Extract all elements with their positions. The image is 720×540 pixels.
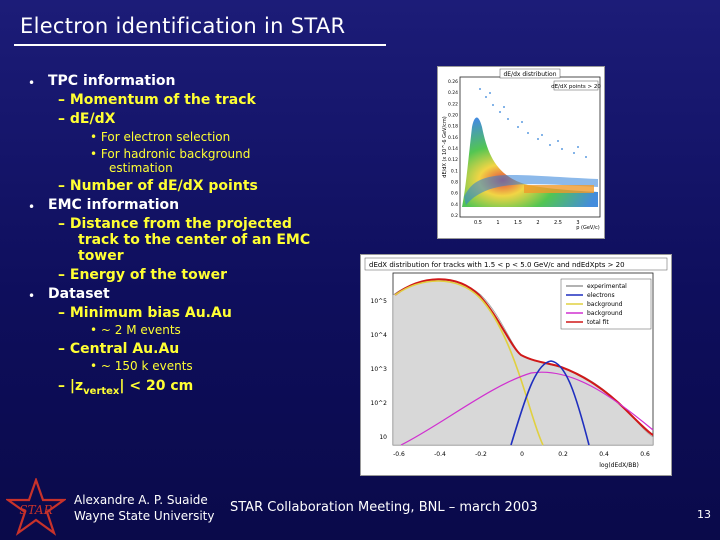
fig1-xtick-label: 1 — [496, 220, 499, 226]
fig1-ytick-label: 0.4 — [451, 202, 458, 208]
dataset-central: – Central Au.Au — [58, 341, 180, 357]
fig1-xtick-label: 0.5 — [474, 220, 482, 226]
star-logo: STAR — [4, 476, 68, 536]
fig2-xtick-label: 0.4 — [599, 451, 609, 458]
bullet-tpc: TPC information — [48, 73, 176, 89]
fig2-title: dEdX distribution for tracks with 1.5 < … — [369, 261, 625, 269]
legend-label: background — [587, 301, 623, 308]
bullet-dataset: Dataset — [48, 286, 110, 302]
emc-distance: – Distance from the projected — [58, 216, 292, 232]
fig1-xtick-label: 2 — [536, 220, 539, 226]
bullet-dot-icon: • — [28, 200, 36, 214]
fig1-xtick-label: 3 — [576, 220, 579, 226]
fig2-xtick-label: -0.2 — [475, 451, 487, 458]
fig1-stats-box — [553, 80, 599, 91]
legend-label: electrons — [587, 292, 615, 299]
fig1-ytick-label: 0.24 — [448, 90, 458, 96]
footer-author-block: Alexandre A. P. Suaide Wayne State Unive… — [74, 492, 214, 524]
bullet-dot-icon: • — [28, 289, 36, 303]
fig1-ytick-label: 0.2 — [451, 213, 458, 219]
fig2-xlabel: log(dEdX/BB) — [599, 462, 639, 469]
dataset-minbias: – Minimum bias Au.Au — [58, 305, 232, 321]
dataset-central-events: • ~ 150 k events — [90, 359, 193, 373]
page-number: 13 — [697, 508, 711, 521]
zvertex-suffix: | < 20 cm — [119, 378, 194, 394]
fig2-xtick-label: 0 — [520, 451, 524, 458]
electrons-curve — [510, 360, 590, 446]
tpc-npoints: – Number of dE/dX points — [58, 178, 258, 194]
footer-university: Wayne State University — [74, 509, 215, 523]
bullet-dot-icon: • — [28, 76, 36, 90]
dedx-fit-figure: dEdX distribution for tracks with 1.5 < … — [360, 254, 672, 476]
fig1-ytick-label: 0.16 — [448, 135, 458, 141]
fig2-yticks: 10^5 10^4 10^3 10^2 10 — [371, 298, 388, 441]
fig1-ytick-label: 0.8 — [451, 180, 458, 186]
tpc-hadronic-bg-cont: estimation — [109, 161, 173, 175]
tpc-momentum: – Momentum of the track — [58, 92, 256, 108]
dedx-fit-plot: dEdX distribution for tracks with 1.5 < … — [361, 255, 671, 475]
fig1-ytick-label: 0.6 — [451, 191, 458, 197]
tpc-hadronic-bg: • For hadronic background — [90, 147, 251, 161]
fig2-ytick-label: 10^5 — [371, 298, 388, 305]
title-underline — [14, 44, 386, 46]
fig2-xtick-label: -0.6 — [393, 451, 405, 458]
fig2-ytick-label: 10^2 — [371, 400, 388, 407]
fig1-ytick-label: 0.26 — [448, 79, 458, 85]
footer-meeting: STAR Collaboration Meeting, BNL – march … — [230, 500, 538, 515]
star-logo-icon: STAR — [4, 476, 68, 536]
fig1-ytick-label: 0.22 — [448, 101, 458, 107]
fig1-title: dE/dx distribution — [503, 71, 556, 78]
logo-text: STAR — [19, 503, 52, 517]
fig1-ylabel: dE/dX (x 10^-6 GeV/cm) — [442, 116, 448, 178]
emc-distance-cont: track to the center of an EMC — [78, 232, 311, 248]
fig2-xtick-label: 0.2 — [558, 451, 568, 458]
scatter-points-upper — [479, 88, 587, 158]
zvertex-subscript: vertex — [83, 385, 120, 397]
fig2-xtick-label: -0.4 — [434, 451, 446, 458]
fig1-stats: dE/dX points > 20 — [551, 84, 601, 90]
legend-label: total fit — [587, 319, 609, 326]
electron-band-highlight — [524, 185, 594, 193]
background-curve-magenta — [400, 371, 654, 446]
dedx-scatter-figure: dE/dx distribution dE/dX points > 20 dE/… — [437, 66, 605, 239]
footer-author: Alexandre A. P. Suaide — [74, 493, 208, 507]
fig1-xtick-label: 2.5 — [554, 220, 562, 226]
fig2-xticks: -0.6 -0.4 -0.2 0 0.2 0.4 0.6 — [393, 451, 650, 458]
fig1-ytick-label: 0.20 — [448, 113, 458, 119]
zvertex-prefix: – |z — [58, 378, 84, 394]
bullet-emc: EMC information — [48, 197, 180, 213]
fig1-ytick-label: 0.14 — [448, 146, 458, 152]
emc-energy: – Energy of the tower — [58, 267, 228, 283]
dataset-zvertex: – |zvertex| < 20 cm — [58, 378, 193, 397]
tpc-electron-selection: • For electron selection — [90, 130, 231, 144]
fig2-xtick-label: 0.6 — [640, 451, 650, 458]
fig1-title-box — [499, 68, 561, 79]
total-fit-curve — [394, 278, 654, 436]
fig1-yticks: 0.26 0.24 0.22 0.20 0.18 0.16 0.14 0.12 0.1 0.8 0.… — [448, 79, 458, 219]
fig1-ytick-label: 0.1 — [451, 168, 458, 174]
fig2-legend-items: experimental electrons background backgroun… — [566, 283, 627, 326]
legend-label: experimental — [587, 283, 627, 290]
legend-label: background — [587, 310, 623, 317]
fig1-xlabel: p (GeV/c) — [576, 225, 600, 231]
fig2-ytick-label: 10^3 — [371, 366, 388, 373]
fig2-title-box — [364, 257, 668, 271]
fig1-ytick-label: 0.18 — [448, 124, 458, 130]
fig2-ytick-label: 10^4 — [371, 332, 388, 339]
slide-title: Electron identification in STAR — [20, 14, 346, 38]
fig1-xtick-label: 1.5 — [514, 220, 522, 226]
fig1-xticks: 0.5 1 1.5 2 2.5 3 — [474, 220, 580, 226]
background-curve-yellow — [394, 280, 544, 446]
fig2-ytick-label: 10 — [379, 434, 387, 441]
dataset-minbias-events: • ~ 2 M events — [90, 323, 181, 337]
fig1-ytick-label: 0.12 — [448, 157, 458, 163]
emc-distance-cont2: tower — [78, 248, 124, 264]
dedx-band-halo — [464, 174, 598, 205]
tpc-dedx: – dE/dX — [58, 111, 116, 127]
dedx-scatter-plot: dE/dx distribution dE/dX points > 20 dE/… — [442, 68, 601, 231]
